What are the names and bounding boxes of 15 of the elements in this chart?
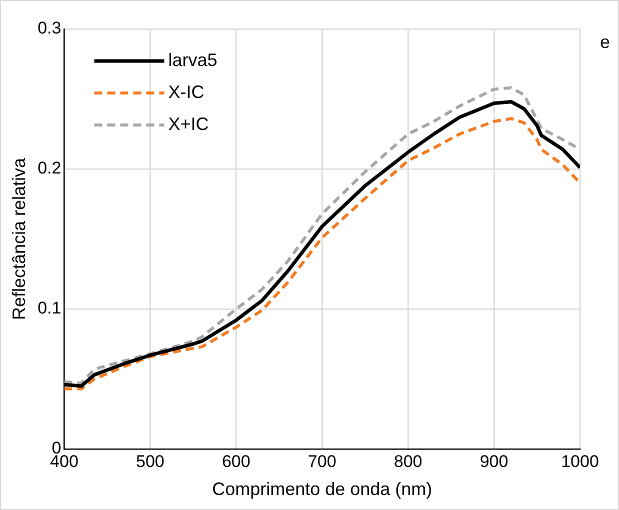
x-tick-label: 700 [308,452,336,471]
x-tick-label: 1000 [561,452,599,471]
legend-label: X-IC [168,82,204,102]
x-tick-label: 600 [222,452,250,471]
x-tick-label: 500 [136,452,164,471]
y-axis-title: Reflectância relativa [8,156,29,320]
legend-label: larva5 [168,50,218,70]
y-tick-label: 0.2 [38,158,62,178]
legend-label: X+IC [168,114,209,134]
x-axis-title: Comprimento de onda (nm) [212,479,432,500]
x-tick-label: 800 [394,452,422,471]
y-tick-label: 0.3 [38,18,62,38]
x-tick-label: 900 [480,452,508,471]
y-tick-label: 0.1 [38,298,62,318]
text: e [600,32,610,52]
